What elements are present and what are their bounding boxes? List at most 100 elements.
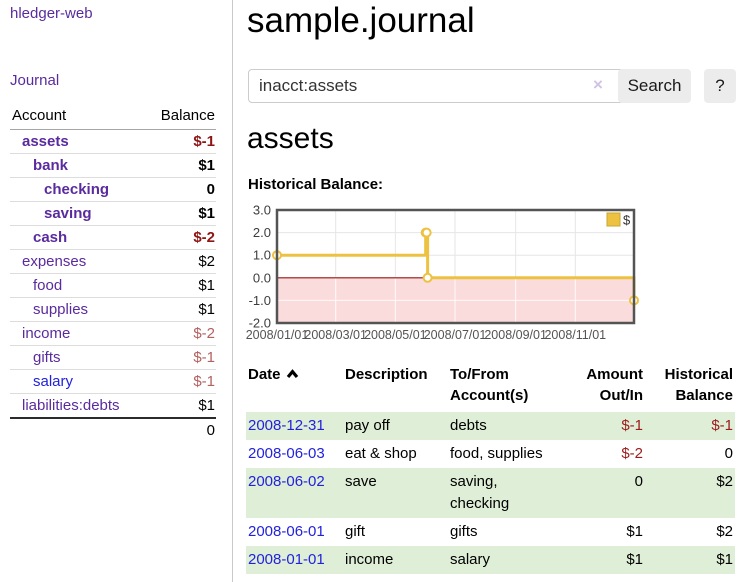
help-button[interactable]: ?: [704, 69, 736, 103]
account-link-income[interactable]: income: [22, 325, 71, 342]
transaction-balance: 0: [724, 445, 733, 462]
account-balance: $1: [145, 393, 216, 419]
account-link-expenses[interactable]: expenses: [22, 253, 87, 270]
account-row-gifts: gifts $-1: [10, 345, 216, 370]
account-row-liabilities-debts: liabilities:debts $1: [10, 393, 216, 419]
account-balance: $-2: [145, 225, 216, 250]
account-balance: $1: [145, 297, 216, 322]
account-row-salary: salary $-1: [10, 369, 216, 394]
column-header-amount: Amount Out/In: [586, 366, 643, 404]
account-row-checking: checking 0: [10, 177, 216, 202]
account-link-cash[interactable]: cash: [33, 229, 68, 246]
chart-label: Historical Balance:: [248, 176, 384, 193]
search-button[interactable]: Search: [618, 69, 691, 103]
account-row-expenses: expenses $2: [10, 249, 216, 274]
accounts-col-account: Account: [10, 104, 146, 130]
transaction-accounts: debts: [450, 417, 487, 434]
transaction-amount: $1: [626, 551, 643, 568]
sort-ascending-icon: [286, 369, 298, 379]
account-balance: 0: [145, 177, 216, 202]
account-balance: $-1: [145, 345, 216, 370]
transactions-header-row: Date Description To/From Account(s) Amou…: [246, 362, 735, 412]
page-title: sample.journal: [247, 1, 475, 40]
sidebar-divider: [232, 0, 233, 582]
sidebar-item-journal[interactable]: Journal: [10, 72, 60, 89]
account-link-supplies[interactable]: supplies: [33, 301, 89, 318]
transaction-date-link[interactable]: 2008-06-02: [248, 473, 325, 490]
search-input[interactable]: [248, 69, 634, 103]
account-row-supplies: supplies $1: [10, 297, 216, 322]
svg-text:3.0: 3.0: [253, 203, 271, 218]
transaction-amount: $-1: [621, 417, 643, 434]
accounts-header-row: Account Balance: [10, 104, 216, 130]
transaction-balance: $2: [716, 523, 733, 540]
accounts-total-row: 0: [10, 417, 216, 442]
transaction-balance: $2: [716, 473, 733, 490]
transaction-row: 2008-06-03 eat & shop food, supplies $-2…: [246, 440, 735, 468]
transaction-amount: $-2: [621, 445, 643, 462]
transaction-description: income: [345, 551, 394, 568]
transaction-row: 2008-06-02 save saving, checking 0 $2: [246, 468, 735, 518]
account-row-income: income $-2: [10, 321, 216, 346]
svg-text:2008/07/01: 2008/07/01: [424, 328, 487, 342]
account-heading: assets: [247, 122, 334, 155]
column-header-balance: Historical Balance: [664, 366, 733, 404]
transaction-description: gift: [345, 523, 366, 540]
transaction-amount: $1: [626, 523, 643, 540]
account-link-checking[interactable]: checking: [44, 181, 110, 198]
transaction-row: 2008-12-31 pay off debts $-1 $-1: [246, 412, 735, 440]
transaction-accounts: food, supplies: [450, 445, 543, 462]
transaction-balance: $1: [716, 551, 733, 568]
account-link-salary[interactable]: salary: [33, 373, 74, 390]
transaction-accounts: saving, checking: [450, 473, 510, 512]
account-link-food[interactable]: food: [33, 277, 63, 294]
transaction-amount: 0: [634, 473, 643, 490]
account-balance: $1: [145, 273, 216, 298]
svg-text:2008/01/01: 2008/01/01: [246, 328, 308, 342]
transaction-description: save: [345, 473, 377, 490]
account-link-gifts[interactable]: gifts: [33, 349, 61, 366]
svg-text:0.0: 0.0: [253, 270, 271, 285]
account-balance: $-2: [145, 321, 216, 346]
account-balance: $-1: [145, 129, 216, 154]
transaction-date-link[interactable]: 2008-01-01: [248, 551, 325, 568]
account-row-cash: cash $-2: [10, 225, 216, 250]
account-link-bank[interactable]: bank: [33, 157, 69, 174]
historical-balance-chart: 3.0 2.0 1.0 0.0 -1.0 -2.02008/01/012008/03/01…: [246, 203, 639, 342]
transaction-description: eat & shop: [345, 445, 417, 462]
account-balance: $-1: [145, 369, 216, 394]
column-header-accounts: To/From Account(s): [450, 366, 529, 404]
account-row-bank: bank $1: [10, 153, 216, 178]
column-header-description: Description: [345, 366, 428, 383]
transaction-row: 2008-01-01 income salary $1 $1: [246, 546, 735, 574]
account-row-assets: assets $-1: [10, 129, 216, 154]
accounts-balance-table: Account Balance assets $-1 bank $1 check…: [10, 104, 216, 442]
transactions-table: Date Description To/From Account(s) Amou…: [246, 362, 735, 574]
transaction-date-link[interactable]: 2008-12-31: [248, 417, 325, 434]
svg-text:2008/11/01: 2008/11/01: [544, 328, 606, 342]
svg-text:2008/03/01: 2008/03/01: [304, 328, 367, 342]
svg-text:-2.0: -2.0: [249, 316, 271, 331]
svg-text:-1.0: -1.0: [249, 293, 271, 308]
svg-text:2008/05/01: 2008/05/01: [364, 328, 427, 342]
account-link-saving[interactable]: saving: [44, 205, 92, 222]
accounts-col-balance: Balance: [145, 104, 216, 130]
account-row-food: food $1: [10, 273, 216, 298]
account-row-saving: saving $1: [10, 201, 216, 226]
account-balance: $1: [145, 153, 216, 178]
app-title-link[interactable]: hledger-web: [10, 5, 93, 22]
transaction-balance: $-1: [711, 417, 733, 434]
svg-text:$: $: [623, 213, 631, 228]
account-balance: $1: [145, 201, 216, 226]
column-header-date[interactable]: Date: [246, 362, 343, 412]
clear-search-icon[interactable]: ×: [593, 75, 603, 94]
account-link-assets[interactable]: assets: [22, 133, 69, 150]
transaction-row: 2008-06-01 gift gifts $1 $2: [246, 518, 735, 546]
svg-text:2.0: 2.0: [253, 225, 271, 240]
account-link-liabilities-debts[interactable]: liabilities:debts: [22, 397, 120, 414]
transaction-date-link[interactable]: 2008-06-03: [248, 445, 325, 462]
transaction-date-link[interactable]: 2008-06-01: [248, 523, 325, 540]
account-balance: $2: [145, 249, 216, 274]
accounts-total-value: 0: [145, 417, 216, 442]
transaction-description: pay off: [345, 417, 390, 434]
